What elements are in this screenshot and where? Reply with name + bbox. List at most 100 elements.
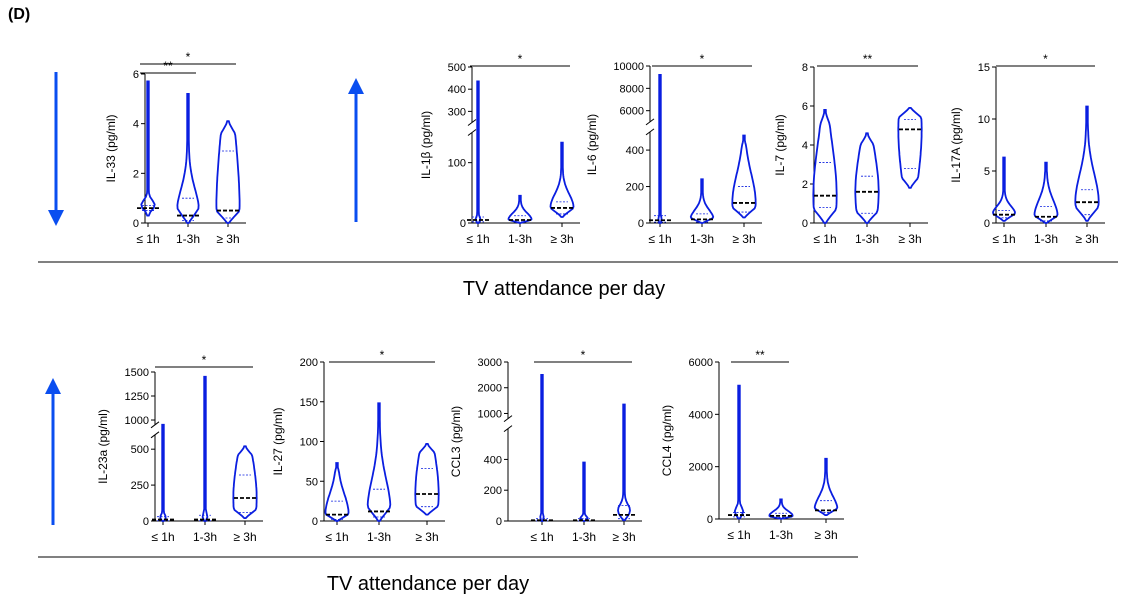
axis-break-mark — [503, 415, 513, 423]
category-label: ≥ 3h — [732, 232, 755, 246]
y-tick-label: 0 — [496, 516, 502, 528]
y-tick-label: 400 — [448, 84, 466, 96]
violin-chart: 0 200 400 6000 8000 10000 IL-6 (pg/ml) ≤ 1h 1-3h… — [585, 52, 762, 246]
y-tick-label: 300 — [448, 106, 466, 118]
category-label: ≤ 1h — [151, 530, 174, 544]
violin-chart: 0 200 400 1000 2000 3000 CCL3 (pg/ml) ≤ 1h 1-3h ≥… — [449, 348, 642, 544]
violin-body — [539, 374, 545, 522]
significance-label: * — [518, 52, 523, 66]
violin-body — [549, 141, 575, 218]
y-tick-label: 1000 — [478, 408, 502, 420]
panel-label: (D) — [8, 6, 31, 23]
category-label: ≥ 3h — [550, 232, 573, 246]
violin-chart: 0 100 300 400 500 IL-1β (pg/ml) ≤ 1h 1-3h ≥ 3h * — [419, 52, 580, 246]
violin-body — [507, 194, 533, 224]
axis-break-mark — [503, 425, 513, 433]
y-tick-label: 1250 — [125, 391, 149, 403]
y-axis-title: CCL3 (pg/ml) — [449, 406, 463, 477]
violin-body — [617, 403, 631, 522]
y-tick-label: 400 — [484, 454, 502, 466]
y-axis-title: IL-1β (pg/ml) — [419, 111, 433, 179]
category-label: 1-3h — [855, 232, 879, 246]
significance-label: * — [380, 348, 385, 362]
category-label: ≥ 3h — [216, 232, 239, 246]
y-tick-label: 6000 — [689, 357, 713, 369]
violin-body — [897, 107, 923, 189]
arrow-up-icon — [348, 78, 364, 222]
y-tick-label: 6 — [802, 101, 808, 113]
row1-xlabel: TV attendance per day — [463, 278, 665, 300]
y-tick-label: 0 — [802, 218, 808, 230]
violin-body — [854, 132, 880, 224]
significance-label: ** — [863, 52, 873, 66]
violin-body — [813, 457, 839, 516]
violin-body — [140, 80, 156, 217]
y-tick-label: 200 — [626, 182, 644, 194]
y-tick-label: 100 — [448, 158, 466, 170]
violin-body — [579, 461, 589, 522]
axis-break-mark — [150, 431, 160, 439]
y-tick-label: 4000 — [689, 409, 713, 421]
y-tick-label: 8 — [802, 62, 808, 74]
y-tick-label: 10 — [978, 114, 990, 126]
category-label: ≤ 1h — [466, 232, 489, 246]
category-label: ≥ 3h — [1075, 232, 1098, 246]
y-tick-label: 5 — [984, 166, 990, 178]
category-label: 1-3h — [572, 530, 596, 544]
y-tick-label: 1000 — [125, 415, 149, 427]
category-label: ≤ 1h — [992, 232, 1015, 246]
row2-xlabel: TV attendance per day — [327, 573, 529, 595]
violin-chart: 0 2 4 6 8 IL-7 (pg/ml) ≤ 1h 1-3h ≥ 3h ** — [773, 52, 928, 246]
violin-body — [1033, 161, 1059, 224]
y-tick-label: 150 — [300, 397, 318, 409]
category-label: ≤ 1h — [530, 530, 553, 544]
y-axis-title: IL-27 (pg/ml) — [271, 407, 285, 475]
violin-body — [731, 134, 757, 219]
y-tick-label: 0 — [312, 516, 318, 528]
y-tick-label: 2 — [802, 179, 808, 191]
y-tick-label: 0 — [143, 516, 149, 528]
violin-body — [474, 80, 482, 224]
arrow-down-icon — [48, 72, 64, 226]
y-tick-label: 15 — [978, 62, 990, 74]
y-tick-label: 0 — [707, 514, 713, 526]
y-tick-label: 200 — [484, 485, 502, 497]
violin-body — [812, 109, 838, 224]
violin-body — [159, 423, 167, 522]
category-label: 1-3h — [769, 528, 793, 542]
arrow-up-icon — [45, 378, 61, 525]
violin-body — [201, 375, 209, 522]
y-tick-label: 100 — [300, 437, 318, 449]
violin-chart: 0 50 100 150 200 IL-27 (pg/ml) ≤ 1h 1-3h ≥ 3h * — [271, 348, 445, 544]
violin-body — [232, 445, 258, 519]
violin-body — [1074, 105, 1100, 222]
violin-body — [176, 93, 200, 224]
y-tick-label: 3000 — [478, 357, 502, 369]
violin-body — [324, 462, 350, 522]
y-axis-title: IL-17A (pg/ml) — [949, 107, 963, 182]
y-axis-title: IL-33 (pg/ml) — [104, 114, 118, 182]
y-tick-label: 1500 — [125, 367, 149, 379]
category-label: 1-3h — [176, 232, 200, 246]
y-tick-label: 6 — [133, 69, 139, 81]
category-label: ≥ 3h — [898, 232, 921, 246]
arrow-head — [48, 210, 64, 226]
category-label: ≤ 1h — [648, 232, 671, 246]
violin-chart: 0 5 10 15 IL-17A (pg/ml) ≤ 1h 1-3h ≥ 3h * — [949, 52, 1105, 246]
y-tick-label: 10000 — [613, 61, 644, 73]
axis-break-mark — [467, 119, 477, 126]
category-label: ≤ 1h — [727, 528, 750, 542]
violin-body — [414, 443, 440, 516]
y-tick-label: 0 — [638, 218, 644, 230]
arrow-head — [348, 78, 364, 94]
category-label: ≥ 3h — [233, 530, 256, 544]
y-tick-label: 50 — [306, 476, 318, 488]
axis-break-mark — [645, 128, 655, 136]
category-label: 1-3h — [367, 530, 391, 544]
y-axis-title: IL-23a (pg/ml) — [96, 409, 110, 484]
violin-body — [215, 120, 241, 224]
violin-body — [992, 156, 1016, 222]
trend-arrows — [45, 72, 364, 525]
